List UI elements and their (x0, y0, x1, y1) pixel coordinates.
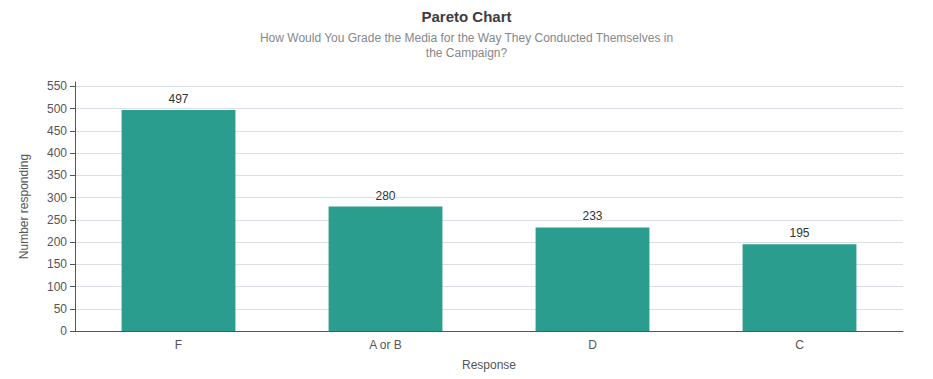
svg-text:150: 150 (47, 257, 67, 271)
svg-text:D: D (588, 338, 597, 352)
svg-text:50: 50 (54, 302, 68, 316)
svg-text:233: 233 (582, 209, 602, 223)
svg-text:350: 350 (47, 168, 67, 182)
svg-text:450: 450 (47, 124, 67, 138)
svg-text:Pareto Chart: Pareto Chart (421, 8, 511, 25)
svg-text:500: 500 (47, 102, 67, 116)
svg-text:How Would You Grade the Media: How Would You Grade the Media for the Wa… (260, 31, 673, 45)
svg-text:the Campaign?: the Campaign? (426, 46, 508, 60)
svg-text:400: 400 (47, 146, 67, 160)
svg-text:550: 550 (47, 79, 67, 93)
svg-text:200: 200 (47, 235, 67, 249)
svg-text:250: 250 (47, 213, 67, 227)
svg-text:0: 0 (60, 324, 67, 338)
svg-text:195: 195 (789, 226, 809, 240)
svg-text:C: C (795, 338, 804, 352)
svg-text:100: 100 (47, 280, 67, 294)
svg-text:A or B: A or B (369, 338, 402, 352)
svg-text:497: 497 (168, 92, 188, 106)
svg-text:Response: Response (462, 358, 516, 372)
svg-text:280: 280 (375, 189, 395, 203)
svg-text:300: 300 (47, 191, 67, 205)
svg-text:F: F (175, 338, 182, 352)
svg-text:Number responding: Number responding (17, 154, 31, 259)
